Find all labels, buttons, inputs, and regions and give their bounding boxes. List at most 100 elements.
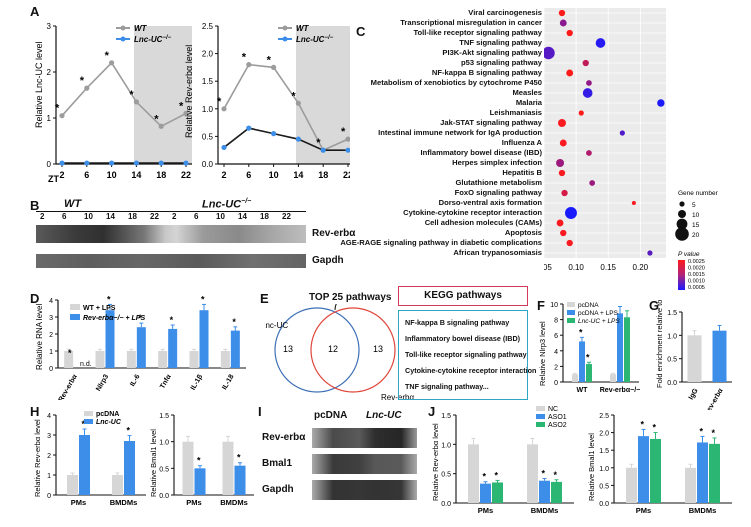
enrichment-dot <box>558 9 566 17</box>
p-legend-label: 0.0015 <box>688 272 705 278</box>
data-point <box>109 160 115 166</box>
sig-mark: * <box>179 100 184 112</box>
y-axis-label-right: Relative Bmal1 level <box>587 433 596 501</box>
svg-text:Lnc-UC−/−: Lnc-UC−/− <box>296 35 334 44</box>
x-tick-label: BMDMs <box>220 498 248 507</box>
panel-f-chart: Relative Nlrp3 level 0 2 4 6 8 10 * * WT Rev-erbα… <box>538 302 640 394</box>
size-legend-label: 15 <box>692 222 700 229</box>
enrichment-dot <box>595 38 606 48</box>
kegg-term-label: Leishmaniasis <box>489 108 542 117</box>
sig-mark: * <box>217 96 222 108</box>
sig-mark: * <box>80 75 85 87</box>
svg-text:Lnc-UC−/−: Lnc-UC−/− <box>134 35 172 44</box>
kegg-term-label: Glutathione metabolism <box>455 178 543 187</box>
bar <box>626 467 637 503</box>
x-tick-label: Rev-erbα <box>58 373 80 400</box>
x-tick-label: 10 <box>269 170 279 180</box>
bar <box>685 467 696 503</box>
series-line <box>223 63 349 152</box>
sig-mark: * <box>495 470 499 480</box>
svg-text:Rev-erbα−/− + LPS: Rev-erbα−/− + LPS <box>83 315 145 322</box>
y-tick-label: 0.5 <box>159 466 169 473</box>
sig-mark: * <box>68 348 72 358</box>
y-tick-label: 4 <box>49 298 53 305</box>
bar <box>551 481 562 503</box>
y-tick-label: 1 <box>47 473 51 480</box>
x-tick-label: PMs <box>478 506 493 515</box>
data-point <box>84 160 90 166</box>
enrichment-dot <box>560 229 567 237</box>
kegg-term-label: FoxO signaling pathway <box>454 188 542 197</box>
enrichment-dot <box>566 29 573 37</box>
sig-mark: * <box>232 317 236 327</box>
svg-text:NC: NC <box>548 406 558 413</box>
y-tick-label: 1.5 <box>202 77 214 86</box>
sig-mark: * <box>82 419 86 429</box>
x-tick-label: Tnfα <box>159 373 173 390</box>
y-tick-label: 1.0 <box>202 105 214 114</box>
kegg-list-item: Cytokine-cytokine receptor interaction <box>405 366 537 375</box>
sig-mark: * <box>107 294 111 304</box>
kegg-term-label: Inflammatory bowel disease (IBD) <box>420 148 542 157</box>
x-tick-label: 0.15 <box>600 263 616 272</box>
y-tick-label: 2 <box>47 453 51 460</box>
y-axis-label: Relative Rev-erbα level <box>184 45 194 138</box>
enrichment-dot <box>556 159 565 167</box>
enrichment-dot <box>631 200 636 206</box>
bar <box>222 441 234 495</box>
top25-title: TOP 25 pathways <box>309 292 392 303</box>
x-tick-label: 0.20 <box>633 263 649 272</box>
y-tick-label: 4 <box>47 413 51 420</box>
kegg-list-item: NF-kappa B signaling pathway <box>405 318 510 327</box>
x-tick-label: PMs <box>186 498 201 507</box>
kegg-term-label: Transcriptional misregulation in cancer <box>400 18 542 27</box>
group-ko: Lnc-UC−/− <box>202 198 252 211</box>
legend-ko: Lnc-UC <box>296 35 325 44</box>
kegg-term-label: Toll-like receptor signaling pathway <box>413 28 542 37</box>
series-line <box>61 61 187 128</box>
data-point <box>271 131 277 137</box>
svg-text:pcDNA + LPS: pcDNA + LPS <box>578 310 619 317</box>
y-tick-label: 3 <box>47 22 52 31</box>
enrichment-dot <box>566 69 574 77</box>
y-tick-label: 0.0 <box>159 493 169 500</box>
panel-label-b: B <box>30 198 40 213</box>
sig-mark: * <box>197 456 201 466</box>
enrichment-dot <box>647 250 653 256</box>
data-point <box>158 160 164 166</box>
y-tick-label: 0.5 <box>599 483 609 490</box>
p-legend-label: 0.0020 <box>688 266 705 272</box>
rev-erba-band <box>312 428 417 448</box>
count-left: 13 <box>283 344 293 354</box>
bar <box>105 310 115 368</box>
bar <box>586 364 592 382</box>
data-point <box>271 64 277 70</box>
lane-label: 18 <box>260 212 269 221</box>
legend-wt: WT <box>134 24 148 33</box>
x-tick-label: IL-6 <box>129 373 141 387</box>
kegg-term-label: p53 signaling pathway <box>460 58 542 67</box>
panel-label-g: G <box>649 298 660 313</box>
x-tick-label: WT <box>577 387 589 394</box>
data-point <box>133 160 139 166</box>
sig-mark: * <box>267 54 272 66</box>
set-label-lnc-uc: Lnc-UC <box>265 321 288 330</box>
panel-a-right-plot: 0.0 0.5 1.0 1.5 2.0 2.5 2 6 10 14 18 22 * * * * * * <box>202 22 350 180</box>
bar <box>95 351 105 368</box>
enrichment-dot <box>578 110 584 116</box>
panel-h-legend: pcDNA Lnc-UC <box>84 411 122 426</box>
sig-mark: * <box>291 90 296 102</box>
x-tick-label: PMs <box>71 498 86 507</box>
y-tick-label: 2.0 <box>202 50 214 59</box>
data-point <box>59 160 65 166</box>
y-tick-label: 1.0 <box>441 442 451 449</box>
lane-label: 2 <box>40 212 45 221</box>
y-tick-label: 0.0 <box>599 501 609 508</box>
zt-label: ZT <box>48 174 59 184</box>
data-point <box>84 85 90 91</box>
size-legend-dot <box>675 227 689 241</box>
kegg-term-label: Metabolism of xenobiotics by cytochrome … <box>370 78 542 87</box>
bar <box>168 328 178 368</box>
y-axis-label: Relative RNA level <box>35 304 44 370</box>
lane-label: 6 <box>62 212 67 221</box>
